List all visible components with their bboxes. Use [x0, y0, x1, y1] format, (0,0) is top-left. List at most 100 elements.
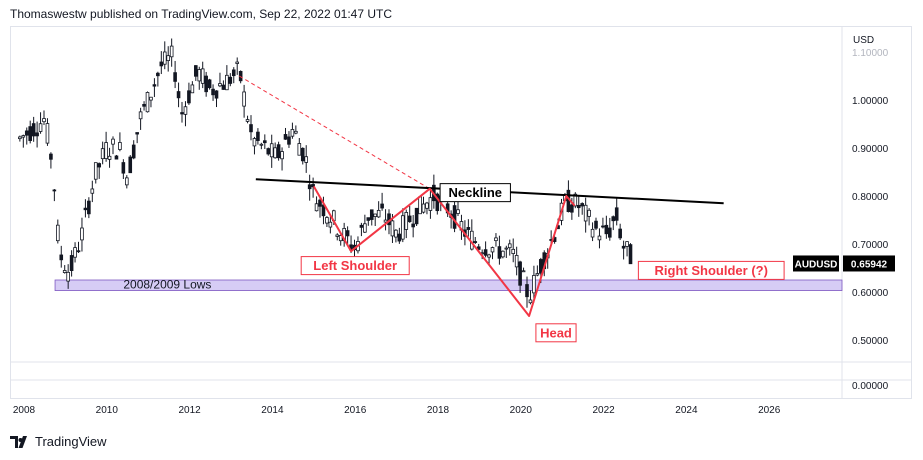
- y-tick-label: 0.80000: [852, 192, 889, 203]
- candle-body: [135, 132, 139, 135]
- candle-body: [580, 203, 585, 207]
- candle-body: [373, 213, 378, 217]
- lower-pane-tick: 0.00000: [852, 381, 889, 392]
- candle-body: [307, 184, 312, 190]
- candle-body: [45, 123, 50, 144]
- candle-body: [28, 126, 33, 141]
- candle-body: [283, 134, 288, 140]
- candle-body: [190, 84, 195, 94]
- candle-body: [131, 144, 136, 159]
- candle-body: [173, 72, 177, 82]
- candle-body: [294, 130, 298, 134]
- x-tick-label: 2024: [675, 405, 698, 416]
- symbol-tag-text: AUDUSD: [795, 259, 838, 270]
- candle-body: [597, 235, 602, 241]
- candle-body: [401, 215, 405, 240]
- annotation-text: Right Shoulder (?): [655, 263, 768, 278]
- candle-body: [214, 90, 219, 99]
- candle-body: [314, 203, 319, 212]
- candle-body: [397, 233, 402, 242]
- candle-body: [428, 197, 433, 211]
- y-tick-label: 0.70000: [852, 240, 889, 251]
- candle-body: [369, 209, 374, 220]
- annotation-text: Head: [540, 325, 572, 340]
- annotation-box: [535, 323, 577, 343]
- candle-body: [318, 199, 322, 207]
- candle-body: [66, 271, 70, 282]
- annotation-neckline: Neckline: [439, 183, 511, 203]
- candle-body: [21, 135, 26, 138]
- candle-body: [483, 249, 488, 256]
- x-tick-label: 2010: [96, 405, 119, 416]
- x-tick-label: 2020: [510, 405, 533, 416]
- candle-body: [608, 227, 612, 238]
- annotation-box: [637, 260, 785, 280]
- candle-body: [49, 153, 53, 160]
- candle-body: [100, 148, 105, 160]
- candle-body: [24, 130, 29, 136]
- dashed-trendline: [239, 75, 430, 190]
- candle-body: [83, 207, 88, 211]
- candle-body: [345, 230, 350, 237]
- candle-body: [421, 203, 426, 213]
- candle-body: [425, 202, 429, 209]
- candle-body: [231, 69, 236, 77]
- candle-body: [121, 162, 126, 174]
- candle-body: [338, 235, 343, 242]
- last-price-text: 0.65942: [851, 259, 888, 270]
- candle-body: [539, 259, 543, 274]
- candle-body: [366, 217, 371, 221]
- chart-frame: [10, 26, 912, 399]
- annotation-right-shoulder: Right Shoulder (?): [637, 260, 785, 280]
- candle-body: [162, 51, 167, 65]
- candle-body: [518, 261, 522, 286]
- candle-body: [525, 284, 529, 298]
- candle-body: [225, 74, 229, 91]
- candle-body: [628, 244, 633, 265]
- candle-body: [394, 229, 398, 238]
- candle-body: [176, 91, 181, 99]
- last-price-tag: [843, 255, 895, 272]
- annotation-text: Left Shoulder: [313, 258, 397, 273]
- candle-body: [145, 92, 150, 113]
- candle-body: [618, 228, 622, 239]
- candle-body: [418, 196, 422, 215]
- candle-body: [235, 61, 240, 64]
- candle-body: [504, 247, 509, 250]
- candle-body: [287, 136, 291, 145]
- candle-body: [614, 207, 619, 221]
- annotation-box: [439, 183, 511, 203]
- candle-body: [435, 193, 440, 212]
- candle-body: [266, 148, 271, 155]
- candle-body: [97, 163, 102, 168]
- annotation-head: Head: [535, 323, 577, 343]
- candle-body: [90, 188, 95, 194]
- annotation-text: Neckline: [449, 185, 502, 200]
- candle-body: [245, 119, 250, 122]
- candle-body: [535, 273, 540, 276]
- candle-body: [297, 143, 302, 156]
- candle-body: [56, 224, 60, 242]
- candle-body: [587, 209, 591, 217]
- y-tick-label-clipped: 1.10000: [852, 48, 889, 59]
- candle-body: [104, 142, 108, 159]
- annotation-left-shoulder: Left Shoulder: [300, 256, 410, 276]
- candle-body: [218, 83, 222, 87]
- y-tick-label: 0.90000: [852, 144, 889, 155]
- publisher-caption: Thomaswestw published on TradingView.com…: [10, 7, 392, 21]
- support-band: [54, 279, 843, 291]
- candle-body: [211, 88, 215, 96]
- candle-body: [169, 45, 174, 58]
- candle-body: [501, 250, 505, 258]
- tradingview-brand: TradingView: [35, 434, 107, 449]
- candle-body: [300, 147, 305, 162]
- candle-body: [280, 151, 284, 160]
- candle-body: [180, 112, 184, 115]
- candle-body: [363, 223, 367, 233]
- candle-body: [325, 217, 329, 224]
- candle-body: [621, 245, 626, 249]
- candle-body: [376, 209, 381, 218]
- candle-body: [31, 123, 36, 137]
- candle-body: [456, 209, 460, 214]
